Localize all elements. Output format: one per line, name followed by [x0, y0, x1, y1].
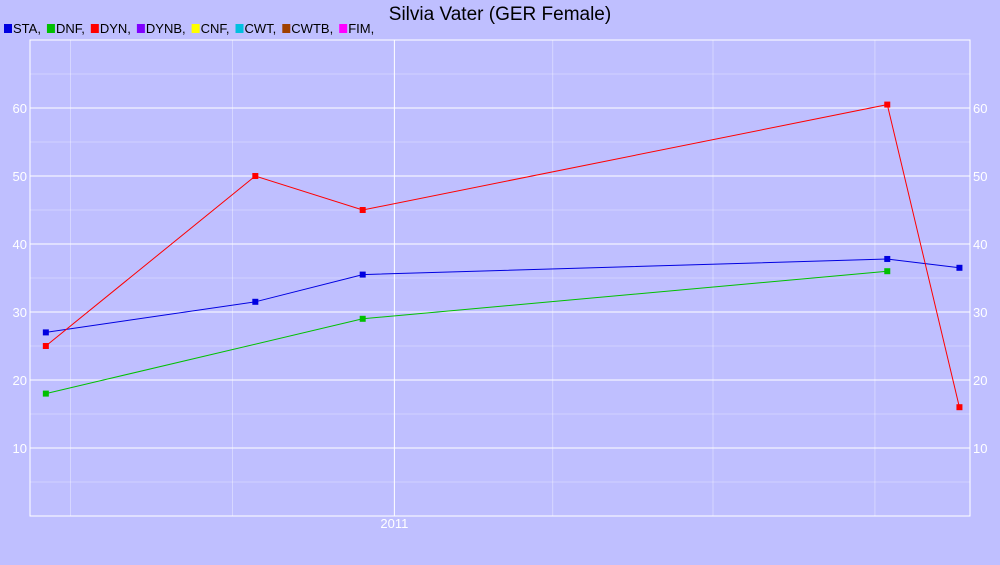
- legend-label-dyn: DYN,: [100, 21, 131, 36]
- y-tick-label-right: 20: [973, 373, 987, 388]
- legend-label-cwtb: CWTB,: [291, 21, 333, 36]
- y-tick-label-left: 30: [13, 305, 27, 320]
- legend-swatch-fim: [339, 24, 348, 33]
- legend-swatch-cwt: [235, 24, 244, 33]
- data-point-dnf: [359, 315, 366, 322]
- data-point-dyn: [884, 101, 891, 108]
- legend-swatch-dnf: [46, 24, 55, 33]
- y-tick-label-left: 50: [13, 169, 27, 184]
- data-point-sta: [42, 329, 49, 336]
- data-point-dyn: [42, 343, 49, 349]
- legend: STA, DNF, DYN, DYNB, CNF, CWT, CWTB, FIM,: [4, 21, 374, 36]
- legend-label-cwt: CWT,: [245, 21, 277, 36]
- y-axis-ticks: 10 10 20 20 30 30 40 40 50 50 60 60: [13, 101, 988, 456]
- y-tick-label-right: 40: [973, 237, 987, 252]
- y-tick-label-right: 10: [973, 441, 987, 456]
- data-point-dnf: [884, 268, 891, 275]
- data-point-sta: [884, 255, 891, 262]
- legend-swatch-cwtb: [282, 24, 291, 33]
- legend-label-dynb: DYNB,: [146, 21, 186, 36]
- data-point-sta: [956, 264, 963, 271]
- y-tick-label-left: 10: [13, 441, 27, 456]
- data-point-sta: [359, 271, 366, 278]
- data-point-dnf: [42, 390, 49, 397]
- data-point-dyn: [252, 173, 259, 179]
- y-tick-label-left: 40: [13, 237, 27, 252]
- y-tick-label-right: 60: [973, 101, 987, 116]
- y-tick-label-right: 30: [973, 305, 987, 320]
- legend-swatch-sta: [4, 24, 12, 33]
- chart-title: Silvia Vater (GER Female): [389, 4, 611, 25]
- data-point-dyn: [956, 404, 963, 411]
- series-layer: [42, 101, 963, 411]
- y-tick-label-left: 60: [13, 101, 27, 116]
- legend-label-fim: FIM,: [348, 21, 374, 36]
- legend-label-sta: STA,: [13, 21, 41, 36]
- x-tick-label: 2011: [380, 516, 408, 531]
- legend-label-dnf: DNF,: [56, 21, 85, 36]
- data-point-sta: [252, 298, 259, 305]
- data-point-dyn: [359, 207, 366, 213]
- legend-swatch-dyn: [90, 24, 99, 33]
- y-tick-label-left: 20: [13, 373, 27, 388]
- y-tick-label-right: 50: [973, 169, 987, 184]
- legend-swatch-dynb: [136, 24, 145, 33]
- legend-label-cnf: CNF,: [201, 21, 230, 36]
- legend-swatch-cnf: [191, 24, 200, 33]
- x-axis-ticks: 2011: [380, 516, 408, 531]
